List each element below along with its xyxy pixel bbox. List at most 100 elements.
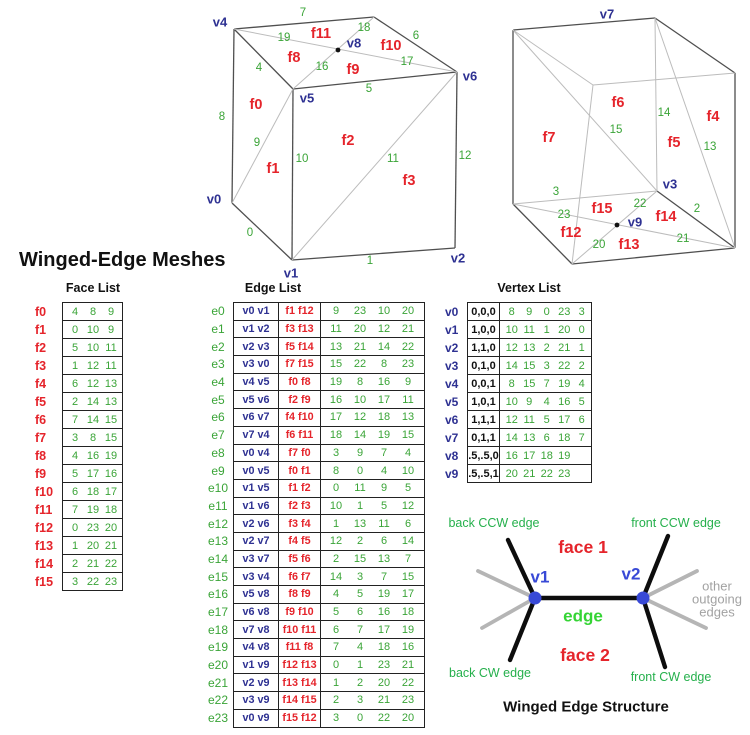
vertex-cells: 1,1,0 12 13 2 21 1 xyxy=(467,338,592,357)
vertex-coordinates: 1,0,0 xyxy=(468,321,500,338)
edge-ref: 6 xyxy=(71,377,79,390)
edge-number: 10 xyxy=(296,153,309,165)
face-diagonal xyxy=(512,203,736,249)
vertex-coordinates: 0,1,1 xyxy=(468,429,500,446)
hidden-edge xyxy=(512,29,594,86)
edge-wings: 2 3 21 23 xyxy=(321,692,424,709)
wing-edge-ref: 11 xyxy=(402,393,414,406)
wing-edge-ref: 12 xyxy=(353,411,367,424)
edge-row: e11 v1 v6 f2 f3 10 1 5 12 xyxy=(203,496,425,516)
face-row: f6 7 14 15 xyxy=(35,410,123,429)
edge-ref: 6 xyxy=(543,431,550,444)
wing-edge-ref: 3 xyxy=(332,446,340,459)
edge-row: e1 v1 v2 f3 f13 11 20 12 21 xyxy=(203,319,425,339)
face-cells: 5 17 16 xyxy=(62,464,123,483)
edge-wings: 4 5 19 17 xyxy=(321,586,424,603)
face-cells: 7 19 18 xyxy=(62,500,123,519)
edge-ref: 2 xyxy=(578,359,585,372)
wing-edge-ref: 10 xyxy=(353,393,367,406)
vertex-edges: 12 11 5 17 6 xyxy=(500,414,591,426)
edge-id: e15 xyxy=(207,569,229,584)
vertex-list-table: Vertex List v0 0,0,0 8 9 0 23 3 v1 1,0,0 10 11 1 20 0… xyxy=(445,281,600,486)
edge-ref: 8 xyxy=(508,305,515,318)
face-cells: 0 10 9 xyxy=(62,320,123,339)
wing-edge-ref: 12 xyxy=(401,499,415,512)
wing-edge-ref: 15 xyxy=(401,570,415,583)
edge-list-rows: e0 v0 v1 f1 f12 9 23 10 20 e1 v1 v2 f3 f13 11 20 12 2… xyxy=(203,302,425,728)
vertex-edges: 12 13 2 21 1 xyxy=(500,342,591,354)
edge-wings: 14 3 7 15 xyxy=(321,568,424,585)
vertex-coordinates: 1,0,1 xyxy=(468,393,500,410)
wing-edge-ref: 20 xyxy=(401,305,415,318)
vertex-label: v0 xyxy=(207,192,221,207)
edge-faces: f14 f15 xyxy=(279,692,321,709)
edge-ref: 14 xyxy=(86,395,100,408)
edge-number: 19 xyxy=(278,32,291,44)
hidden-edge xyxy=(512,190,658,205)
edge-ref: 3 xyxy=(71,575,79,588)
edge-wings: 10 1 5 12 xyxy=(321,498,424,515)
wing-edge-ref: 5 xyxy=(332,606,340,619)
face-label: f12 xyxy=(561,225,582,241)
edge-faces: f10 f11 xyxy=(279,621,321,639)
wing-edge-ref: 4 xyxy=(332,588,340,601)
edge-faces: f0 f1 xyxy=(279,462,321,479)
wing-edge-ref: 16 xyxy=(377,376,391,389)
vertex-cells: 1,1,1 12 11 5 17 6 xyxy=(467,410,592,429)
edge-ref: 13 xyxy=(523,431,536,444)
face-row: f11 7 19 18 xyxy=(35,500,123,519)
vertex-coordinates: 0,1,0 xyxy=(468,357,500,374)
edge-number: 23 xyxy=(558,209,571,221)
edge-ref: 23 xyxy=(558,305,571,318)
vertex-cells: 0,1,0 14 15 3 22 2 xyxy=(467,356,592,375)
edge-ref: 20 xyxy=(86,539,100,552)
edge-cells: v0 v4 f7 f0 3 9 7 4 xyxy=(233,443,425,463)
edge-ref: 19 xyxy=(558,377,571,390)
wing-edge-ref: 1 xyxy=(356,659,364,672)
vertex-label: v4 xyxy=(213,15,228,30)
vertex-id: v4 xyxy=(445,376,459,391)
edge-faces: f15 f12 xyxy=(279,709,321,727)
edge-faces: f7 f0 xyxy=(279,444,321,462)
edge-cells: v3 v7 f5 f6 2 15 13 7 xyxy=(233,549,425,569)
wing-edge-ref: 22 xyxy=(377,712,391,725)
edge-row: e15 v3 v4 f6 f7 14 3 7 15 xyxy=(203,567,425,586)
edge-number: 0 xyxy=(247,227,253,239)
edge-number: 15 xyxy=(610,124,623,136)
wing-edge-ref: 10 xyxy=(377,305,391,318)
face-id: f13 xyxy=(35,538,54,553)
vertex-edges: 10 11 1 20 0 xyxy=(500,324,591,336)
edge-number: 11 xyxy=(387,153,399,165)
edge-vertices: v0 v1 xyxy=(234,303,279,320)
edge-faces: f8 f9 xyxy=(279,586,321,603)
back-cw-edge-line xyxy=(507,595,538,663)
edge-vertices: v2 v7 xyxy=(234,532,279,550)
back-ccw-edge-line xyxy=(505,537,538,601)
edge-ref: 10 xyxy=(505,395,518,408)
face-cells: 3 22 23 xyxy=(62,572,123,591)
edge-id: e10 xyxy=(207,481,229,496)
cube-edge xyxy=(454,71,458,249)
wing-edge-ref: 11 xyxy=(354,482,366,495)
edge-ref: 16 xyxy=(104,467,118,480)
edge-ref: 7 xyxy=(543,377,550,390)
wing-edge-ref: 10 xyxy=(329,499,343,512)
face-diagonal xyxy=(233,28,458,73)
face-row: f12 0 23 20 xyxy=(35,518,123,537)
edge-ref: 0 xyxy=(578,323,585,336)
face-row: f10 6 18 17 xyxy=(35,482,123,501)
front-ccw-edge-line xyxy=(640,533,671,601)
face-id: f11 xyxy=(35,502,53,517)
edge-ref: 9 xyxy=(107,305,115,318)
wing-edge-ref: 6 xyxy=(332,623,340,636)
edge-faces: f2 f3 xyxy=(279,497,321,515)
edge-ref: 23 xyxy=(104,575,118,588)
edge-id: e9 xyxy=(211,463,225,478)
vertex-label: v6 xyxy=(463,69,477,84)
vertex-coordinates: 1,1,0 xyxy=(468,339,500,356)
edge-ref: 7 xyxy=(71,503,79,516)
wing-edge-ref: 21 xyxy=(353,340,367,353)
edge-wings: 18 14 19 15 xyxy=(321,427,424,444)
edge-ref: 15 xyxy=(104,431,118,444)
edge-ref: 22 xyxy=(86,575,100,588)
